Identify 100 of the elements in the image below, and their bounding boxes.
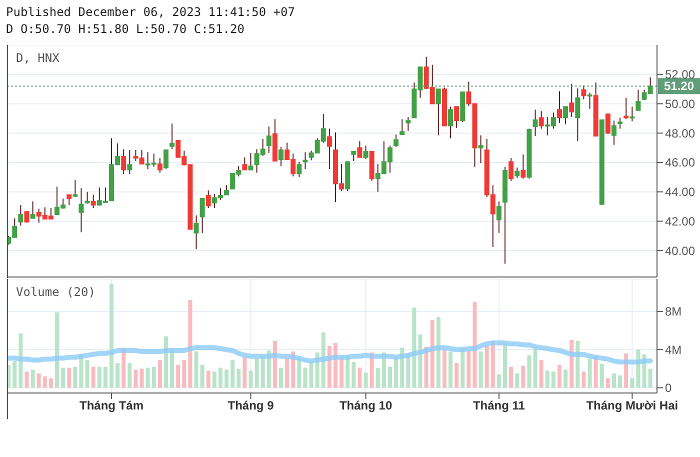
bar [212,372,216,388]
bar [182,360,186,388]
bar [564,370,568,388]
candlestick [206,190,211,208]
candlestick [454,106,460,128]
bar [116,362,120,388]
bar [194,352,198,388]
bar [618,375,622,388]
bar [412,308,416,388]
bar [12,361,17,388]
bar [158,360,162,388]
candlestick [157,158,162,174]
candlestick [581,84,586,100]
bar [496,374,501,388]
bar [42,376,47,388]
x-tick-label: Tháng Mười Hai [586,398,678,413]
candlestick [200,198,205,234]
candlestick [587,92,592,110]
bar [48,378,53,388]
candlestick [624,97,629,120]
chart-subtitle: D O:50.70 H:51.80 L:50.70 C:51.20 [6,21,246,38]
candlestick [18,204,24,226]
bar [352,362,356,388]
bar [24,372,29,388]
bar [321,332,326,388]
bar [146,368,150,388]
candlestick [514,167,520,178]
x-tick-label: Tháng Tám [80,398,144,413]
candlestick [296,161,302,178]
bar [103,366,108,388]
bar [521,366,526,388]
bar [170,350,174,388]
candlestick [363,145,368,160]
candlestick [248,152,254,170]
bar [230,360,235,388]
bar [533,348,538,388]
candlestick [611,120,616,146]
y-tick-label: 48.00 [665,126,696,140]
bar [248,370,253,388]
candlestick [351,150,356,162]
bar [588,359,592,388]
y-tick-label: 44.00 [665,185,696,200]
bar [454,362,459,388]
bar [30,370,35,388]
x-tick-label: Tháng 9 [228,398,274,413]
candlestick [630,106,635,122]
candlestick [30,200,36,219]
candlestick [569,83,574,118]
candlestick [618,117,623,130]
candlestick [90,194,96,208]
bar [73,366,78,388]
candlestick [496,200,502,234]
bar [285,358,290,388]
bar [509,366,514,388]
y-tick-label: 42.00 [665,214,696,228]
bar [254,358,259,388]
candlestick [520,154,526,180]
bar [164,336,168,388]
bar [97,366,102,388]
bar [297,358,302,388]
bar [134,370,138,388]
bar [110,284,114,388]
candlestick [242,156,248,170]
bar [358,368,362,388]
candlestick [66,194,72,206]
bar [418,334,422,388]
bar [376,368,380,388]
bar [309,362,314,388]
bar [279,368,284,388]
candlestick [266,126,272,154]
y-tick-label: 8M [665,304,682,319]
bar [612,373,616,388]
bar [394,357,398,388]
bar [503,342,508,388]
bar [224,370,229,388]
bar [527,355,532,388]
bar [442,350,446,388]
bar [91,366,96,388]
candlestick [563,106,568,125]
bar [200,364,204,388]
bar [582,372,586,388]
bar [55,312,60,388]
ref-line-label: 51.20 [664,79,694,94]
candlestick [326,128,332,170]
bar [484,346,489,388]
candlestick [448,106,454,139]
bar [388,366,392,388]
candlestick [532,109,538,137]
bar [206,370,210,388]
candlestick [278,146,284,167]
candlestick [194,214,199,250]
bar [303,368,308,388]
bar [448,352,453,388]
bar [478,352,483,388]
x-tick-label: Tháng 11 [472,398,526,413]
candlestick [163,149,168,170]
bar [551,372,556,388]
candlestick [636,89,641,111]
candlestick [406,116,411,132]
bar [152,366,156,388]
